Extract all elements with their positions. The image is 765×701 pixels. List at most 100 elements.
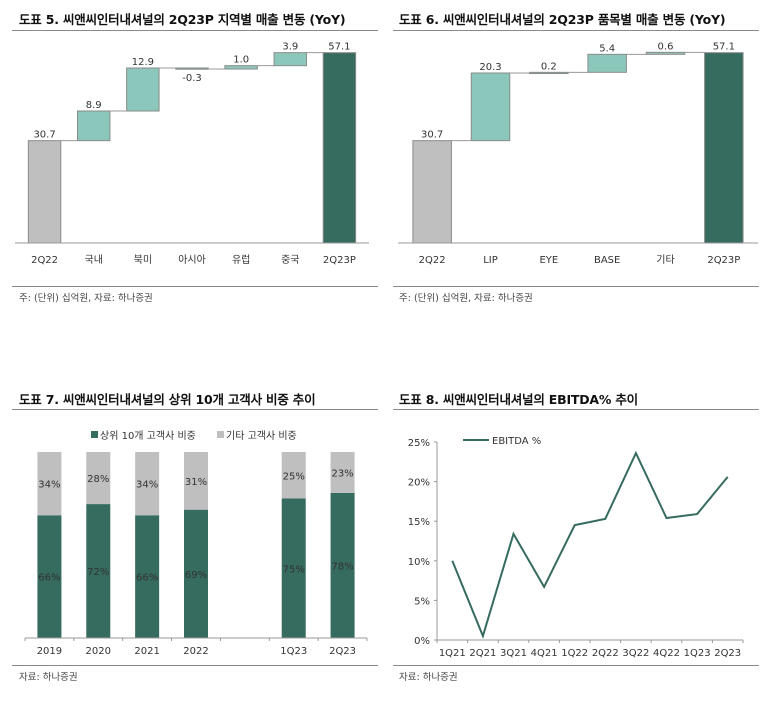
data-label: 8.9	[86, 100, 102, 111]
x-tick-label: 2Q22	[419, 255, 446, 266]
data-label: 5.4	[599, 43, 615, 54]
bar-start-total	[412, 140, 452, 244]
title-rule	[393, 30, 759, 31]
x-tick-label: 2Q23P	[323, 255, 356, 266]
x-tick-label: 1Q21	[439, 648, 466, 659]
x-tick-label: 유럽	[232, 254, 250, 266]
bar-end-total	[322, 52, 357, 244]
data-label-top10: 78%	[331, 561, 353, 572]
y-tick-label: 15%	[408, 517, 430, 528]
footer-rule	[12, 665, 378, 666]
x-tick-label: EYE	[539, 255, 558, 266]
bar-segment-other	[281, 452, 306, 499]
y-tick-label: 25%	[408, 438, 430, 449]
y-tick-label: 20%	[408, 478, 430, 489]
title-rule	[12, 30, 378, 31]
source-note: 주: (단위) 십억원, 자료: 하나증권	[19, 293, 153, 304]
bar-segment-top10	[184, 509, 208, 638]
footer-rule	[393, 665, 759, 666]
x-tick-label: 3Q22	[622, 648, 649, 659]
chart-title: 도표 5. 씨앤씨인터내셔널의 2Q23P 지역별 매출 변동 (YoY)	[19, 12, 346, 27]
x-tick-label: 2Q23	[714, 648, 741, 659]
bar-segment-top10	[281, 498, 306, 638]
data-label-other: 25%	[283, 471, 305, 482]
bar-delta	[273, 52, 308, 67]
bar-segment-other	[135, 452, 160, 516]
bar-segment-other	[184, 452, 208, 510]
bar-segment-other	[330, 452, 355, 493]
source-note: 주: (단위) 십억원, 자료: 하나증권	[399, 293, 533, 304]
data-label-other: 28%	[87, 474, 109, 485]
x-tick-label: 2Q22	[592, 648, 619, 659]
y-tick-label: 10%	[408, 557, 430, 568]
legend-swatch-top10	[91, 431, 98, 438]
bar-delta	[126, 67, 160, 112]
x-tick-label: 2Q23	[329, 646, 356, 657]
x-tick-label: 4Q21	[531, 648, 558, 659]
bar-start-total	[27, 140, 62, 244]
data-label-other: 31%	[185, 477, 207, 488]
x-tick-label: 3Q21	[500, 648, 527, 659]
footer-rule	[393, 286, 759, 287]
bar-delta	[175, 67, 209, 70]
y-tick-label: 0%	[414, 636, 430, 647]
x-tick-label: 2Q22	[31, 255, 58, 266]
bar-end-total	[704, 52, 744, 244]
bar-segment-top10	[135, 515, 160, 638]
waterfall-chart-product: 30.7 2Q22 20.3 LIP 0.2 EYE 5.4 BASE 0.6 기타 57.1 2Q2…	[398, 41, 758, 266]
x-tick-label: 1Q23	[684, 648, 711, 659]
chart-title: 도표 7. 씨앤씨인터내셔널의 상위 10개 고객사 비중 추이	[19, 392, 316, 407]
bar-delta	[76, 110, 111, 142]
source-note: 자료: 하나증권	[19, 672, 78, 683]
x-tick-label: 2Q21	[469, 648, 496, 659]
data-label: 30.7	[421, 130, 443, 141]
bar-segment-other	[37, 452, 62, 516]
data-label-other: 23%	[331, 468, 353, 479]
bar-delta	[645, 51, 686, 55]
legend-label-ebitda: EBITDA %	[492, 436, 541, 447]
series-line-ebitda	[451, 450, 729, 640]
bar-segment-top10	[330, 492, 355, 638]
data-label-other: 34%	[136, 480, 158, 491]
data-label: -0.3	[182, 73, 202, 84]
x-tick-label: 4Q22	[653, 648, 680, 659]
data-label: 1.0	[233, 55, 249, 66]
x-tick-label: BASE	[594, 255, 620, 266]
x-tick-label: 기타	[656, 254, 674, 266]
legend-label-other: 기타 고객사 비중	[226, 430, 297, 442]
legend-label-top10: 상위 10개 고객사 비중	[100, 429, 196, 442]
data-label: 0.2	[541, 61, 557, 72]
line-chart: 0% 5% 10% 15% 20% 25% 1Q21 2Q21 3Q21 4Q21 1Q22 2Q22…	[408, 436, 744, 659]
data-label: 0.6	[658, 41, 674, 52]
x-tick-label: 2022	[183, 646, 208, 657]
data-label: 30.7	[33, 130, 55, 141]
data-label-other: 34%	[38, 480, 60, 491]
x-tick-label: 2019	[37, 646, 62, 657]
x-tick-label: LIP	[483, 255, 498, 266]
x-tick-label: 1Q22	[561, 648, 588, 659]
data-label-top10: 66%	[136, 573, 158, 584]
bar-delta	[587, 53, 627, 73]
bar-delta	[529, 71, 569, 75]
x-tick-label: 1Q23	[280, 646, 307, 657]
data-label: 12.9	[132, 57, 154, 68]
x-tick-label: 2021	[134, 646, 159, 657]
bar-delta	[224, 65, 258, 70]
bar-segment-top10	[86, 504, 111, 638]
waterfall-chart-region: 30.7 2Q22 8.9 국내 12.9 북미 -0.3 아시아 1.0 유럽 3.9 중국 57.1…	[15, 42, 369, 266]
legend-swatch-other	[217, 431, 224, 438]
data-label: 3.9	[282, 42, 298, 53]
data-label-top10: 75%	[283, 564, 305, 575]
bar-delta	[470, 72, 511, 142]
data-label: 20.3	[479, 62, 501, 73]
chart-title: 도표 6. 씨앤씨인터내셔널의 2Q23P 품목별 매출 변동 (YoY)	[399, 12, 726, 27]
footer-rule	[12, 286, 378, 287]
x-tick-label: 국내	[85, 254, 103, 266]
stacked-bar-chart: 상위 10개 고객사 비중 기타 고객사 비중 66% 34% 2019 72% 28% 20…	[24, 429, 368, 657]
bar-segment-top10	[37, 515, 62, 638]
title-rule	[12, 409, 378, 410]
data-label-top10: 66%	[38, 573, 60, 584]
data-label: 57.1	[713, 42, 735, 53]
bar-segment-other	[86, 452, 111, 505]
data-label: 57.1	[328, 42, 350, 53]
